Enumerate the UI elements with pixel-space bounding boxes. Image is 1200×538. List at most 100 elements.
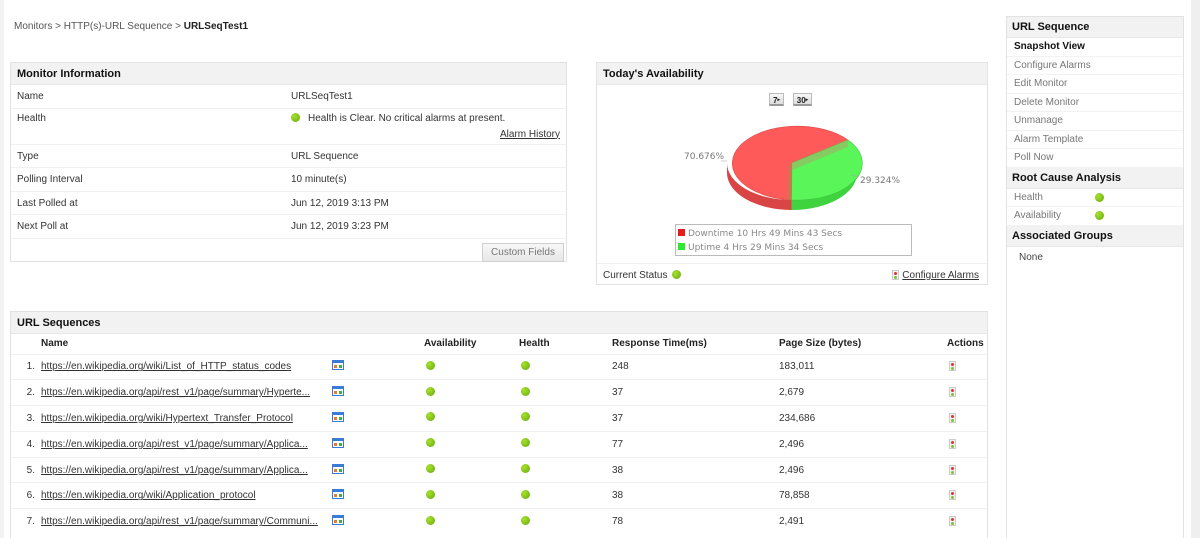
report-icon[interactable] <box>332 489 344 500</box>
info-value: URL Sequence <box>291 150 359 162</box>
breadcrumb-monitors[interactable]: Monitors <box>14 21 53 32</box>
row-number: 3. <box>11 405 41 432</box>
row-number: 1. <box>11 353 41 380</box>
sidebar-item-configure-alarms[interactable]: Configure Alarms <box>1007 57 1183 75</box>
rca-availability[interactable]: Availability <box>1007 207 1183 226</box>
todays-availability-panel: Today's Availability 7▸ 30▸ 70.676% 29.3… <box>596 62 988 285</box>
info-label: Name <box>17 91 44 102</box>
page-size: 78,858 <box>779 482 947 509</box>
rca-availability-label: Availability <box>1014 210 1062 221</box>
custom-fields-button[interactable]: Custom Fields <box>482 242 564 262</box>
sidebar-item-unmanage[interactable]: Unmanage <box>1007 112 1183 131</box>
table-header-row: Name Availability Health Response Time(m… <box>11 334 987 354</box>
legend-uptime: Uptime 4 Hrs 29 Mins 34 Secs <box>678 241 909 255</box>
alarm-history-link[interactable]: Alarm History <box>499 128 560 140</box>
sidebar-item-delete-monitor[interactable]: Delete Monitor <box>1007 94 1183 112</box>
info-label: Next Poll at <box>17 221 69 232</box>
breadcrumb-current: URLSeqTest1 <box>183 21 249 32</box>
column-header-page-size: Page Size (bytes) <box>779 338 862 350</box>
health-status-icon <box>521 386 530 396</box>
health-status-icon <box>521 489 530 499</box>
configure-alarm-action-icon[interactable] <box>949 464 956 475</box>
sidebar-item-alarm-template[interactable]: Alarm Template <box>1007 131 1183 149</box>
configure-alarm-action-icon[interactable] <box>949 438 956 449</box>
row-number: 5. <box>11 456 41 483</box>
30-day-button[interactable]: 30▸ <box>792 93 813 106</box>
info-row-type: Type URL Sequence <box>11 145 566 168</box>
availability-status-icon <box>426 438 435 448</box>
health-status-icon <box>521 438 530 448</box>
report-icon[interactable] <box>332 437 344 448</box>
legend-uptime-text: Uptime 4 Hrs 29 Mins 34 Secs <box>688 243 824 253</box>
table-row: 4. https://en.wikipedia.org/api/rest_v1/… <box>11 430 987 458</box>
chart-legend: Downtime 10 Hrs 49 Mins 43 Secs Uptime 4… <box>675 224 912 256</box>
report-icon[interactable] <box>332 463 344 474</box>
column-header-availability: Availability <box>424 338 477 350</box>
info-label: Polling Interval <box>17 174 83 185</box>
rca-health-label: Health <box>1014 191 1043 203</box>
7-day-button[interactable]: 7▸ <box>769 93 784 106</box>
health-message: Health is Clear. No critical alarms at p… <box>308 112 506 124</box>
url-link[interactable]: https://en.wikipedia.org/api/rest_v1/pag… <box>41 387 311 399</box>
info-label: Health <box>17 112 46 124</box>
configure-alarm-action-icon[interactable] <box>949 516 956 527</box>
info-value: Jun 12, 2019 3:13 PM <box>291 197 389 209</box>
page-size: 234,686 <box>779 405 947 432</box>
column-header-health: Health <box>519 338 550 350</box>
configure-alarms-link[interactable]: Configure Alarms <box>892 270 979 281</box>
configure-alarm-action-icon[interactable] <box>949 361 956 372</box>
sidebar-item-snapshot-view[interactable]: Snapshot View <box>1007 38 1183 57</box>
configure-alarm-action-icon[interactable] <box>949 412 956 423</box>
report-icon[interactable] <box>332 515 344 526</box>
info-row-health: Health Health is Clear. No critical alar… <box>11 109 566 145</box>
table-row: 1. https://en.wikipedia.org/wiki/List_of… <box>11 353 987 380</box>
legend-downtime-text: Downtime 10 Hrs 49 Mins 43 Secs <box>688 229 843 239</box>
availability-status-icon <box>426 464 435 474</box>
url-link[interactable]: https://en.wikipedia.org/wiki/Hypertext_… <box>41 412 293 424</box>
report-icon[interactable] <box>332 411 344 422</box>
info-row-name: Name URLSeqTest1 <box>11 85 566 109</box>
configure-alarm-action-icon[interactable] <box>949 490 956 501</box>
sidebar-item-poll-now[interactable]: Poll Now <box>1007 149 1183 168</box>
table-row: 5. https://en.wikipedia.org/api/rest_v1/… <box>11 456 987 483</box>
downtime-slice <box>732 125 849 201</box>
rca-health-status-icon <box>1095 192 1104 202</box>
url-link[interactable]: https://en.wikipedia.org/api/rest_v1/pag… <box>41 516 318 528</box>
info-value: URLSeqTest1 <box>291 91 353 102</box>
arrow-icon: ▸ <box>777 97 780 103</box>
health-status-icon <box>521 515 530 525</box>
rca-health[interactable]: Health <box>1007 189 1183 207</box>
sidebar-item-edit-monitor[interactable]: Edit Monitor <box>1007 75 1183 94</box>
page-size: 183,011 <box>779 353 947 380</box>
downtime-swatch <box>678 229 685 236</box>
page-size: 2,491 <box>779 508 947 535</box>
traffic-light-icon <box>892 270 900 280</box>
response-time: 78 <box>612 508 779 535</box>
uptime-slice <box>791 139 863 201</box>
url-link[interactable]: https://en.wikipedia.org/wiki/List_of_HT… <box>41 361 292 373</box>
health-status-icon <box>521 464 530 474</box>
downtime-percent-label: 70.676% <box>684 152 725 162</box>
url-link[interactable]: https://en.wikipedia.org/api/rest_v1/pag… <box>41 438 308 450</box>
info-label: Last Polled at <box>17 197 78 209</box>
breadcrumb-http-url-sequence[interactable]: HTTP(s)-URL Sequence <box>63 21 173 32</box>
response-time: 77 <box>612 430 779 458</box>
row-number: 2. <box>11 379 41 406</box>
sidebar-section-url-sequence: URL Sequence <box>1007 17 1183 38</box>
info-value: Jun 12, 2019 3:23 PM <box>291 221 389 232</box>
left-edge-strip <box>0 0 4 538</box>
column-header-report <box>332 334 424 354</box>
row-number: 7. <box>11 508 41 535</box>
availability-status-icon <box>426 360 435 370</box>
7-day-label: 7 <box>773 96 778 105</box>
uptime-swatch <box>678 243 685 250</box>
url-link[interactable]: https://en.wikipedia.org/wiki/Applicatio… <box>41 490 256 502</box>
url-sequences-table: Name Availability Health Response Time(m… <box>11 334 987 535</box>
uptime-percent-label: 29.324% <box>860 176 901 186</box>
health-status-icon <box>521 360 530 370</box>
url-link[interactable]: https://en.wikipedia.org/api/rest_v1/pag… <box>41 464 308 476</box>
report-icon[interactable] <box>332 360 344 371</box>
configure-alarm-action-icon[interactable] <box>949 387 956 398</box>
page-size: 2,496 <box>779 430 947 458</box>
report-icon[interactable] <box>332 386 344 397</box>
